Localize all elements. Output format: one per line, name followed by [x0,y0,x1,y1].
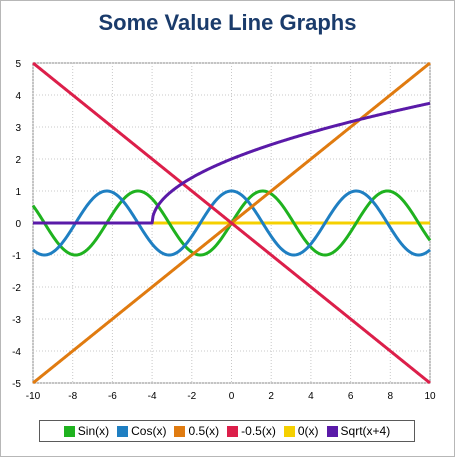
x-tick-label: 6 [348,391,354,402]
x-tick-label: 2 [268,391,274,402]
legend-swatch [326,425,338,437]
y-tick-label: -2 [12,283,21,294]
x-tick-label: 8 [388,391,394,402]
legend-swatch [174,425,186,437]
legend-item: Sin(x) [63,424,110,438]
x-tick-label: 10 [424,391,436,402]
legend-swatch [227,425,239,437]
y-tick-label: 1 [15,187,21,198]
legend-label: 0(x) [297,424,319,438]
y-tick-label: 0 [15,219,21,230]
x-tick-label: -10 [26,391,41,402]
series-line-5 [33,101,431,225]
series-line-1 [32,189,431,257]
x-tick-label: 4 [308,391,314,402]
x-tick-label: -2 [187,391,196,402]
y-tick-label: -3 [12,315,21,326]
legend-item: -0.5(x) [227,424,276,438]
legend-swatch [117,425,129,437]
legend-swatch [283,425,295,437]
chart-title: Some Value Line Graphs [98,10,357,35]
y-tick-label: 5 [15,59,21,70]
legend-label: Sqrt(x+4) [340,424,391,438]
legend-swatch [63,425,75,437]
x-tick-label: -4 [148,391,157,402]
legend-item: Sqrt(x+4) [326,424,391,438]
legend-label: Sin(x) [77,424,110,438]
legend: Sin(x) Cos(x) 0.5(x) -0.5(x) 0(x) Sqrt(x+4) [39,420,415,442]
y-tick-label: 2 [15,155,21,166]
x-tick-label: -8 [68,391,77,402]
series-lines [31,61,432,385]
legend-item: Cos(x) [117,424,166,438]
x-tick-label: 0 [229,391,235,402]
x-tick-label: -6 [108,391,117,402]
y-tick-label: -4 [12,347,21,358]
y-tick-label: 4 [15,91,21,102]
legend-label: 0.5(x) [188,424,220,438]
series-line-3 [32,61,431,385]
legend-label: Cos(x) [131,424,167,438]
y-tick-label: -5 [12,379,21,390]
y-tick-label: 3 [15,123,21,134]
legend-label: -0.5(x) [241,424,276,438]
y-tick-label: -1 [12,251,21,262]
legend-item: 0(x) [283,424,319,438]
legend-item: 0.5(x) [174,424,219,438]
